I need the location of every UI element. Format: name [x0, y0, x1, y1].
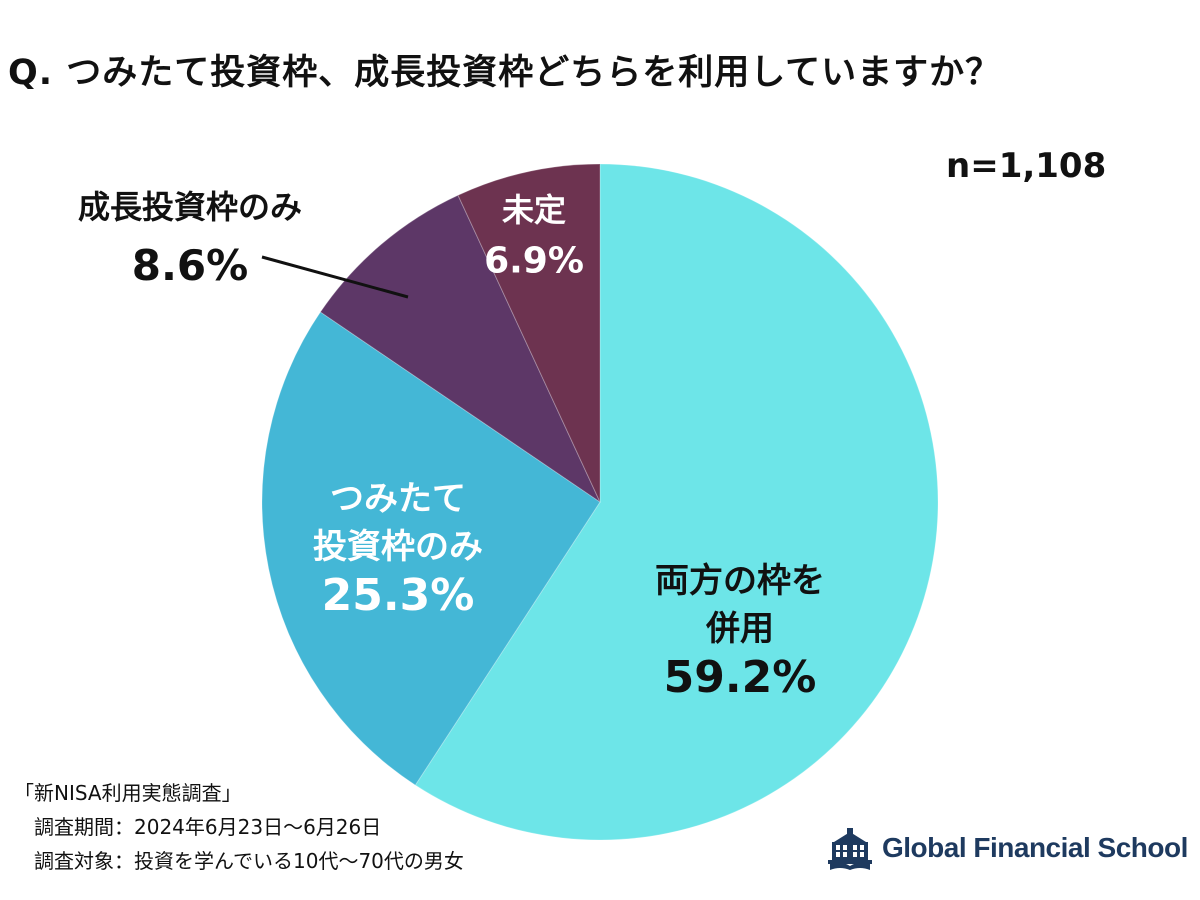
survey-name: 「新NISA利用実態調査」: [14, 776, 464, 810]
slice-value-label: 25.3%: [322, 570, 475, 621]
brand-logo: Global Financial School: [826, 826, 1188, 870]
survey-period: 調査期間：2024年6月23日〜6月26日: [14, 810, 464, 844]
slice-value-label: 8.6%: [132, 241, 248, 290]
slice-label: 併用: [705, 609, 774, 649]
slice-label: 未定: [502, 191, 566, 229]
school-building-icon: [826, 826, 874, 870]
slice-label: 両方の枠を: [655, 561, 825, 601]
survey-footnote: 「新NISA利用実態調査」 調査期間：2024年6月23日〜6月26日 調査対象…: [14, 776, 464, 878]
slice-value-label: 6.9%: [484, 241, 584, 282]
survey-target: 調査対象：投資を学んでいる10代〜70代の男女: [14, 844, 464, 878]
slice-value-label: 59.2%: [664, 652, 817, 703]
brand-name: Global Financial School: [882, 832, 1188, 864]
slice-label: つみたて: [330, 479, 466, 519]
slice-label: 投資枠のみ: [313, 527, 483, 567]
slice-label: 成長投資枠のみ: [78, 188, 302, 226]
pie-chart: 両方の枠を併用59.2% つみたて投資枠のみ25.3% 成長投資枠のみ 8.6% 未定 6…: [0, 0, 1200, 900]
